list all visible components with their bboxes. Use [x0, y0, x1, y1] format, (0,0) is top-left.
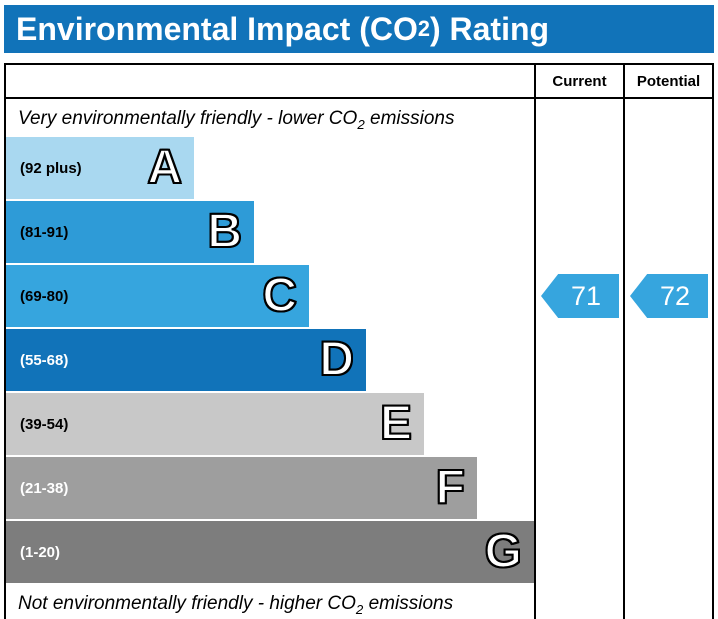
band-e-letter: E	[379, 397, 413, 450]
co2-rating-chart: Current Potential Very environmentally f…	[4, 63, 714, 619]
band-g-row: (1-20) G	[6, 521, 534, 583]
band-b-letter: B	[206, 205, 243, 258]
chart-body: Very environmentally friendly - lower CO…	[6, 99, 712, 619]
potential-rating-arrow: 72	[630, 274, 708, 318]
bottom-note: Not environmentally friendly - higher CO…	[6, 585, 534, 619]
band-g-range: (1-20)	[20, 543, 61, 561]
band-g-letter: G	[484, 525, 523, 578]
current-rating-arrow: 71	[541, 274, 619, 318]
band-f-row: (21-38) F	[6, 457, 477, 519]
top-note-subscript: 2	[357, 116, 365, 132]
bottom-note-post: emissions	[363, 593, 454, 614]
band-b-range: (81-91)	[20, 223, 69, 241]
title-text-post: ) Rating	[429, 10, 550, 47]
band-d-letter: D	[318, 333, 355, 386]
band-d-row: (55-68) D	[6, 329, 366, 391]
top-note-pre: Very environmentally friendly - lower CO	[18, 108, 358, 129]
band-a-row: (92 plus) A	[6, 137, 194, 199]
band-c-row: (69-80) C	[6, 265, 309, 327]
potential-value-column: 72	[623, 99, 712, 619]
title-text-pre: Environmental Impact (CO	[16, 10, 418, 47]
top-note-post: emissions	[364, 108, 455, 129]
header-spacer	[6, 65, 534, 97]
band-f-range: (21-38)	[20, 479, 69, 497]
band-a-letter: A	[146, 141, 183, 194]
band-c-range: (69-80)	[20, 287, 69, 305]
band-e-range: (39-54)	[20, 415, 69, 433]
band-c-letter: C	[261, 269, 298, 322]
page-title: Environmental Impact (CO 2) Rating	[4, 5, 714, 53]
bottom-note-pre: Not environmentally friendly - higher CO	[18, 593, 356, 614]
bands-area: Very environmentally friendly - lower CO…	[6, 99, 534, 619]
band-f-letter: F	[435, 461, 466, 514]
chart-header-row: Current Potential	[6, 65, 712, 99]
current-rating-value: 71	[570, 280, 602, 311]
current-value-column: 71	[534, 99, 623, 619]
top-note: Very environmentally friendly - lower CO…	[6, 99, 534, 137]
band-d-range: (55-68)	[20, 351, 69, 369]
band-e-row: (39-54) E	[6, 393, 424, 455]
bottom-note-subscript: 2	[355, 601, 364, 617]
band-b-row: (81-91) B	[6, 201, 254, 263]
potential-column-header: Potential	[623, 65, 712, 97]
current-column-header: Current	[534, 65, 623, 97]
band-a-range: (92 plus)	[20, 159, 82, 177]
potential-rating-value: 72	[659, 280, 691, 311]
